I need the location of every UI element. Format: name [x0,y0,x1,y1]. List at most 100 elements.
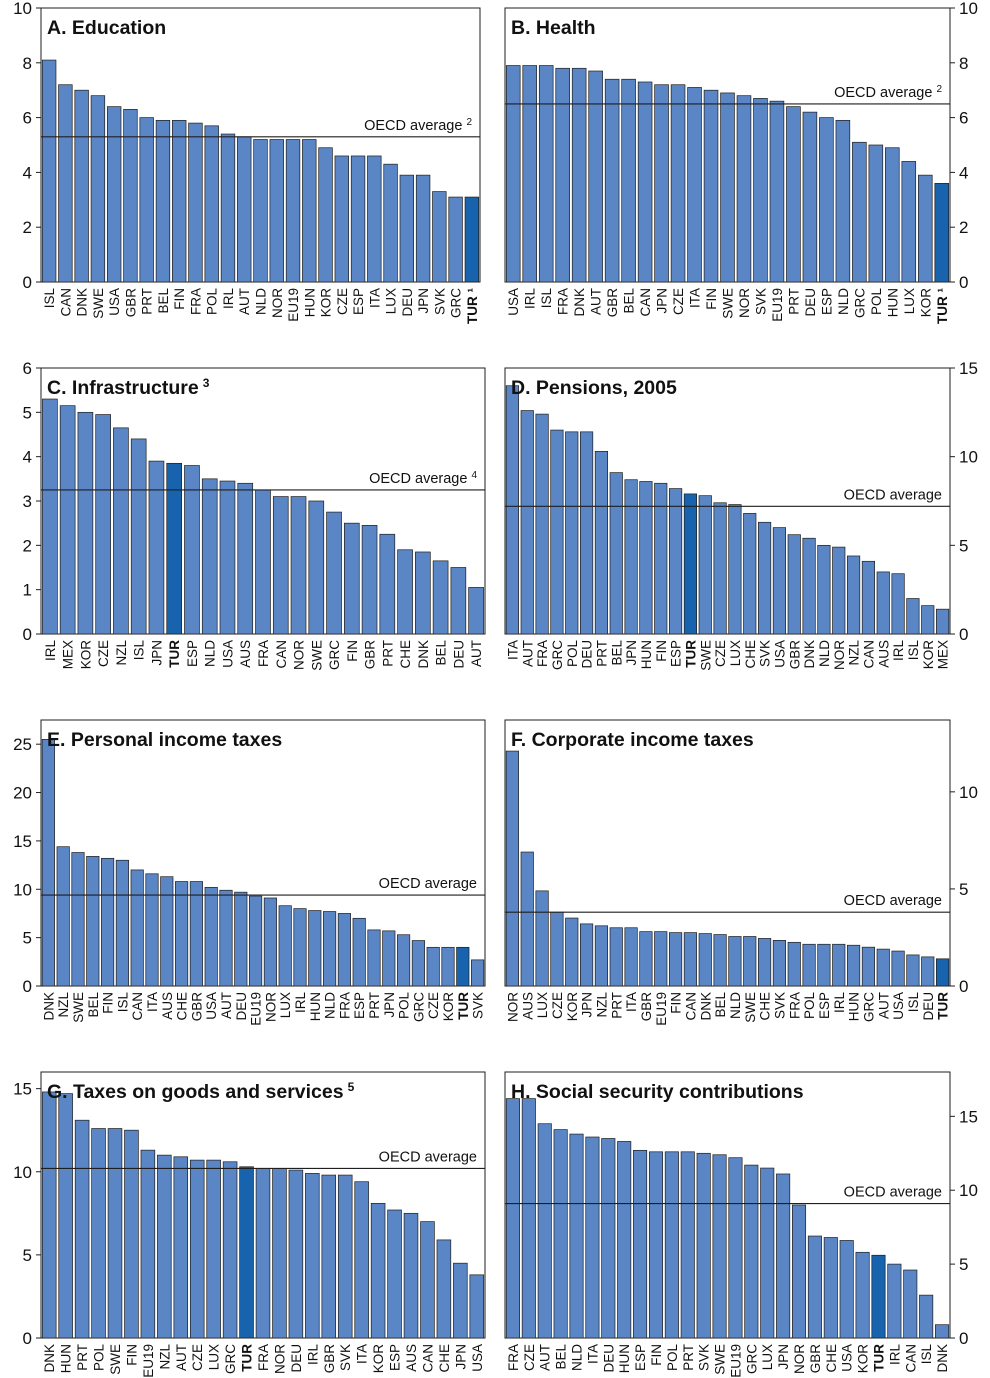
x-tick-label: SWE [108,1344,123,1375]
bar-fra [505,1098,520,1339]
x-tick-label: NOR [263,992,278,1022]
bar-lux [206,1159,221,1339]
oecd-average-label: OECD average [844,893,942,909]
x-tick-label: GRC [861,992,876,1022]
bar-fra [255,489,271,635]
bar-grc [852,141,867,283]
bar-can [637,81,653,283]
x-tick-label: USA [470,1344,485,1372]
x-tick-label: ITA [145,992,160,1012]
oecd-average-label: OECD average 2 [364,117,472,134]
x-tick-label: CHE [824,1344,839,1373]
bar-nzl [56,846,70,987]
bar-bel [609,472,623,635]
bar-cze [521,1098,536,1339]
x-tick-label: GBR [605,288,620,318]
x-tick-label: PRT [681,1344,696,1371]
bar-esp [633,1149,648,1339]
chart-panel-5: 0 5 10 NOR AUS LUX CZE KOR JPN NZL PRT ITA GBR EU19 FI… [504,719,978,1026]
y-tick-label: 15 [13,832,32,851]
x-tick-label: CZE [426,992,441,1019]
x-tick-label: CHE [398,640,413,669]
bar-hun [58,1093,73,1339]
x-tick-label: AUT [589,288,604,315]
bar-swe [712,1154,727,1339]
x-tick-label: ITA [505,640,520,660]
y-tick-label: 15 [959,359,978,378]
x-tick-label: ESP [388,1344,403,1371]
y-tick-label: 2 [23,218,32,237]
bar-tur [934,183,950,283]
x-tick-label: JPN [624,640,639,666]
bar-kor [855,1251,870,1339]
x-tick-label: GRC [327,640,342,670]
oecd-average-label: OECD average 2 [834,84,942,101]
x-tick-label: SVK [471,992,486,1019]
x-tick-label: SWE [91,288,106,319]
y-tick-label: 15 [959,1107,978,1126]
bar-nld [569,1133,584,1339]
bar-fin [343,522,360,635]
x-tick-label: LUX [760,1344,775,1370]
x-tick-label: DNK [572,288,587,317]
y-tick-label: 0 [959,1329,968,1348]
bar-tur [239,1166,254,1339]
bar-aut [173,1156,189,1339]
x-tick-label: ESP [351,288,366,315]
x-tick-label: KOR [921,640,936,670]
x-tick-label: NOR [270,288,285,318]
bar-cze [713,502,727,635]
x-tick-label: HUN [302,288,317,317]
x-tick-label: CZE [713,640,728,667]
x-tick-label: PRT [380,640,395,667]
bar-che [397,549,413,635]
x-tick-label: LUX [384,288,399,314]
bar-usa [219,480,236,635]
bar-nor [736,95,752,283]
x-tick-label: EU19 [654,992,669,1026]
bar-cze [670,84,686,283]
bar-fin [668,932,683,987]
bar-irl [305,1173,320,1339]
bar-pol [664,1151,679,1339]
bar-kor [921,605,935,635]
x-tick-label: IRL [891,640,906,662]
y-tick-label: 15 [13,1080,32,1099]
x-tick-label: SWE [71,992,86,1023]
bar-deu [921,956,935,987]
x-tick-label: DNK [935,1344,950,1373]
bar-fin [172,119,187,283]
bar-svk [337,1174,353,1339]
bar-lux [901,161,917,283]
bar-bel [86,856,100,987]
x-tick-label: TUR [871,1344,886,1372]
x-tick-label: NZL [847,640,862,666]
bar-eu19 [654,931,668,987]
bar-mex [935,608,950,635]
x-tick-label: CAN [420,1344,435,1373]
x-tick-label: PRT [75,1344,90,1371]
x-tick-label: FIN [345,640,360,662]
x-tick-label: AUT [174,1344,189,1371]
bar-hun [885,147,900,283]
x-tick-label: MEX [936,640,951,669]
x-tick-label: BEL [713,992,728,1018]
bar-dnk [698,933,712,987]
x-tick-label: NZL [157,1344,172,1370]
x-tick-label: JPN [382,992,397,1018]
bar-can [903,1269,918,1339]
x-tick-label: KOR [918,288,933,318]
bar-prt [594,451,609,635]
y-tick-label: 0 [23,625,32,644]
x-tick-label: FRA [506,1344,521,1371]
x-tick-label: CZE [550,992,565,1019]
x-tick-label: JPN [580,992,595,1018]
x-tick-label: HUN [639,640,654,669]
bar-fra [535,413,549,635]
x-tick-label: TUR [456,992,471,1020]
x-tick-label: NLD [323,992,338,1019]
bar-grc [550,429,564,635]
bar-usa [891,950,905,987]
x-tick-label: IRL [43,640,58,662]
x-tick-label: FRA [188,288,203,315]
